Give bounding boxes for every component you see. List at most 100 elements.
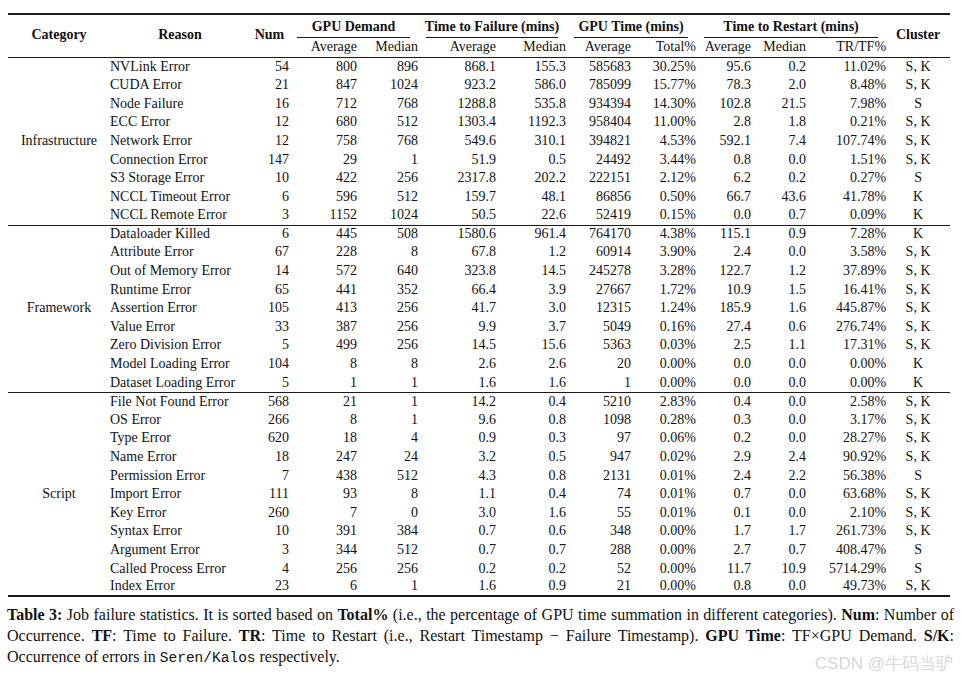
value-cell: 66.4	[418, 281, 496, 300]
value-cell: 0.01%	[631, 485, 696, 504]
category-label	[8, 429, 110, 448]
value-cell: 572	[289, 262, 357, 281]
value-cell: 51.9	[418, 151, 496, 170]
value-cell: 93	[289, 485, 357, 504]
value-cell: 1.6	[751, 299, 806, 318]
cluster-cell: S	[886, 467, 950, 486]
value-cell: 0.0	[696, 355, 751, 374]
value-cell: 958404	[566, 113, 631, 132]
value-cell: 43.6	[751, 188, 806, 207]
num-cell: 3	[250, 206, 289, 225]
caption-term: Table 3:	[7, 606, 62, 623]
value-cell: 8	[357, 355, 418, 374]
value-cell: 549.6	[418, 132, 496, 151]
value-cell: 2.10%	[806, 504, 886, 523]
category-group-framework: Dataloader Killed64455081580.6961.476417…	[8, 225, 950, 392]
num-cell: 104	[250, 355, 289, 374]
category-label	[8, 541, 110, 560]
value-cell: 0.8	[696, 578, 751, 597]
caption-text: respectively.	[256, 648, 340, 665]
cluster-cell: S, K	[886, 411, 950, 430]
col-header-category: Category	[8, 13, 110, 58]
value-cell: 1152	[289, 206, 357, 225]
table-row: NCCL Remote Error31152102450.522.6524190…	[8, 206, 950, 225]
value-cell: 7	[289, 504, 357, 523]
col-header-cluster: Cluster	[886, 13, 950, 58]
category-label	[8, 374, 110, 393]
value-cell: 0.7	[418, 541, 496, 560]
value-cell: 9.6	[418, 411, 496, 430]
value-cell: 21	[566, 578, 631, 597]
value-cell: 247	[289, 448, 357, 467]
col-subheader-gpu-demand-average: Average	[289, 39, 357, 58]
cluster-cell: S, K	[886, 244, 950, 263]
value-cell: 52	[566, 560, 631, 579]
value-cell: 0.09%	[806, 206, 886, 225]
category-label	[8, 337, 110, 356]
num-cell: 5	[250, 374, 289, 393]
value-cell: 2.83%	[631, 392, 696, 411]
table-row: Syntax Error103913840.70.63480.00%1.71.7…	[8, 522, 950, 541]
category-label	[8, 95, 110, 114]
value-cell: 0.2	[418, 560, 496, 579]
value-cell: 1.5	[751, 281, 806, 300]
value-cell: 413	[289, 299, 357, 318]
value-cell: 27.4	[696, 318, 751, 337]
value-cell: 10.9	[696, 281, 751, 300]
caption-term: TF	[92, 627, 112, 644]
value-cell: 256	[357, 169, 418, 188]
value-cell: 0.8	[696, 151, 751, 170]
num-cell: 14	[250, 262, 289, 281]
reason-cell: NCCL Timeout Error	[110, 188, 250, 207]
col-subheader-gpu-time-total: Total%	[631, 39, 696, 58]
reason-cell: Value Error	[110, 318, 250, 337]
value-cell: 0.3	[696, 411, 751, 430]
reason-cell: File Not Found Error	[110, 392, 250, 411]
value-cell: 1192.3	[496, 113, 566, 132]
col-subheader-ttr-median: Median	[751, 39, 806, 58]
value-cell: 24492	[566, 151, 631, 170]
reason-cell: Zero Division Error	[110, 337, 250, 356]
category-label	[8, 467, 110, 486]
value-cell: 923.2	[418, 76, 496, 95]
num-cell: 10	[250, 169, 289, 188]
value-cell: 0.0	[696, 206, 751, 225]
reason-cell: Index Error	[110, 578, 250, 597]
value-cell: 27667	[566, 281, 631, 300]
category-label	[8, 206, 110, 225]
reason-cell: Model Loading Error	[110, 355, 250, 374]
value-cell: 41.78%	[806, 188, 886, 207]
value-cell: 2.6	[496, 355, 566, 374]
value-cell: 1.24%	[631, 299, 696, 318]
reason-cell: Node Failure	[110, 95, 250, 114]
value-cell: 1024	[357, 206, 418, 225]
reason-cell: Dataset Loading Error	[110, 374, 250, 393]
num-cell: 6	[250, 188, 289, 207]
value-cell: 0.02%	[631, 448, 696, 467]
caption-term: TR	[239, 627, 261, 644]
cluster-cell: S, K	[886, 429, 950, 448]
value-cell: 1.6	[496, 504, 566, 523]
value-cell: 21	[289, 392, 357, 411]
value-cell: 288	[566, 541, 631, 560]
num-cell: 4	[250, 560, 289, 579]
num-cell: 7	[250, 467, 289, 486]
failure-stats-table: Category Reason Num GPU Demand Time to F…	[8, 13, 950, 597]
value-cell: 17.31%	[806, 337, 886, 356]
caption-text: Seren/Kalos	[160, 650, 256, 666]
num-cell: 620	[250, 429, 289, 448]
value-cell: 0.3	[496, 429, 566, 448]
value-cell: 3.17%	[806, 411, 886, 430]
value-cell: 0.7	[496, 541, 566, 560]
value-cell: 20	[566, 355, 631, 374]
value-cell: 0.9	[418, 429, 496, 448]
category-label	[8, 504, 110, 523]
value-cell: 86856	[566, 188, 631, 207]
category-label	[8, 225, 110, 244]
num-cell: 5	[250, 337, 289, 356]
value-cell: 0.4	[696, 392, 751, 411]
reason-cell: Out of Memory Error	[110, 262, 250, 281]
value-cell: 3.44%	[631, 151, 696, 170]
value-cell: 1.8	[751, 113, 806, 132]
value-cell: 0.50%	[631, 188, 696, 207]
